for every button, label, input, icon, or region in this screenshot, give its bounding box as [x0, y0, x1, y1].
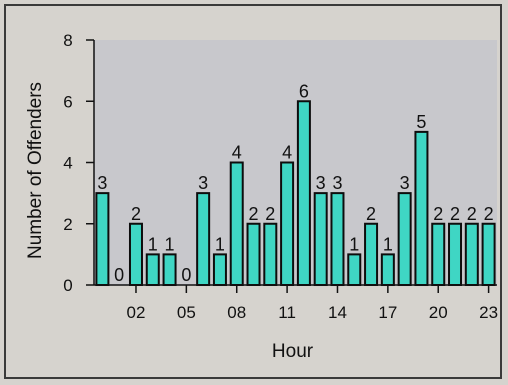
data-label-hour-15: 1: [349, 234, 359, 254]
bar-hour-16: [365, 224, 377, 285]
y-tick-label-6: 6: [63, 92, 72, 111]
data-label-hour-23: 2: [484, 204, 494, 224]
x-tick-label-08: 08: [227, 303, 246, 322]
data-label-hour-6: 3: [198, 173, 208, 193]
x-tick-label-02: 02: [127, 303, 146, 322]
data-label-hour-12: 6: [299, 81, 309, 101]
data-label-hour-3: 1: [148, 234, 158, 254]
x-tick-label-20: 20: [429, 303, 448, 322]
data-label-hour-17: 1: [383, 234, 393, 254]
bar-hour-7: [214, 254, 226, 285]
data-label-hour-5: 0: [181, 265, 191, 285]
bar-hour-8: [231, 163, 243, 286]
data-label-hour-22: 2: [467, 204, 477, 224]
data-label-hour-4: 1: [165, 234, 175, 254]
y-tick-label-4: 4: [63, 154, 72, 173]
data-label-hour-1: 0: [114, 265, 124, 285]
data-label-hour-18: 3: [400, 173, 410, 193]
bar-hour-20: [432, 224, 444, 285]
bar-hour-3: [147, 254, 159, 285]
bar-hour-18: [399, 193, 411, 285]
bar-hour-17: [382, 254, 394, 285]
bar-hour-4: [164, 254, 176, 285]
data-label-hour-20: 2: [433, 204, 443, 224]
data-label-hour-13: 3: [316, 173, 326, 193]
y-tick-label-2: 2: [63, 215, 72, 234]
bar-hour-14: [331, 193, 343, 285]
y-tick-label-8: 8: [63, 31, 72, 50]
y-axis-title: Number of Offenders: [25, 82, 46, 259]
x-tick-label-05: 05: [177, 303, 196, 322]
y-tick-label-0: 0: [63, 276, 72, 295]
x-tick-label-11: 11: [278, 303, 296, 322]
bar-hour-21: [449, 224, 461, 285]
data-label-hour-19: 5: [416, 112, 426, 132]
data-label-hour-16: 2: [366, 204, 376, 224]
bar-hour-23: [483, 224, 495, 285]
x-axis-title: Hour: [272, 341, 314, 362]
data-label-hour-10: 2: [265, 204, 275, 224]
y-axis: 0 2 4 6 8: [63, 31, 94, 295]
bar-hour-22: [466, 224, 478, 285]
x-axis: 02 05 08 11 14 17 20 23: [94, 285, 498, 322]
x-tick-label-17: 17: [378, 303, 397, 322]
data-label-hour-2: 2: [131, 204, 141, 224]
bar-hour-12: [298, 101, 310, 285]
bar-hour-11: [281, 163, 293, 286]
bar-hour-19: [415, 132, 427, 285]
data-label-hour-14: 3: [332, 173, 342, 193]
x-tick-label-23: 23: [479, 303, 498, 322]
data-label-hour-7: 1: [215, 234, 225, 254]
bar-hour-15: [348, 254, 360, 285]
data-label-hour-21: 2: [450, 204, 460, 224]
data-label-hour-11: 4: [282, 143, 292, 163]
data-label-hour-9: 2: [249, 204, 259, 224]
bar-hour-10: [264, 224, 276, 285]
data-label-hour-8: 4: [232, 143, 242, 163]
bar-hour-2: [130, 224, 142, 285]
bar-hour-0: [96, 193, 108, 285]
bar-hour-6: [197, 193, 209, 285]
x-tick-label-14: 14: [328, 303, 347, 322]
bar-hour-9: [248, 224, 260, 285]
bar-hour-13: [315, 193, 327, 285]
data-label-hour-0: 3: [97, 173, 107, 193]
